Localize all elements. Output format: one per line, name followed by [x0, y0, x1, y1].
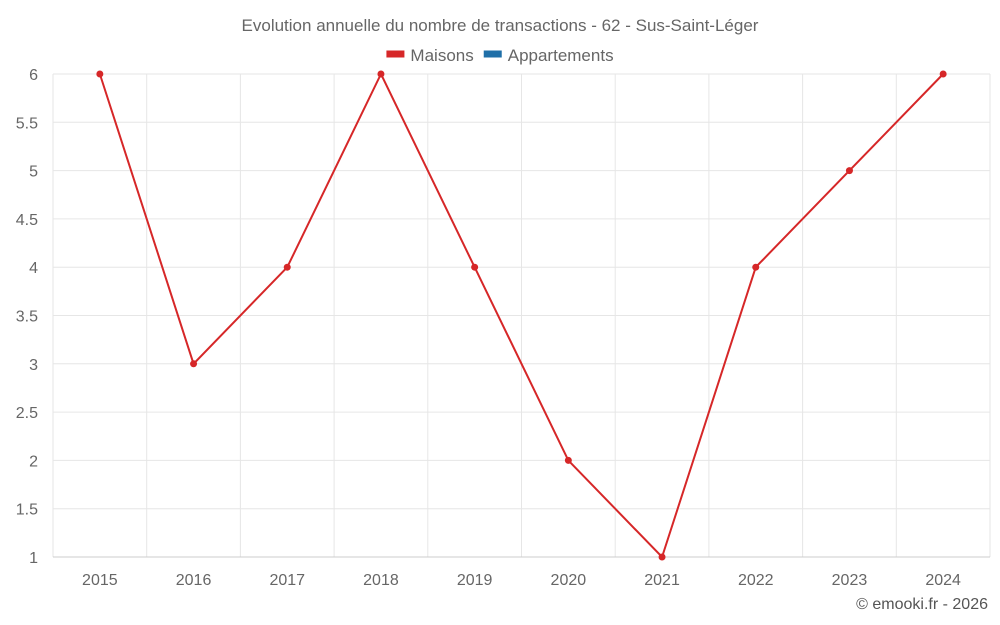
data-point[interactable]: [471, 263, 479, 271]
x-tick-label: 2019: [457, 572, 493, 589]
y-tick-label: 6: [29, 67, 38, 84]
x-tick-label: 2017: [269, 572, 305, 589]
legend: Maisons Appartements: [386, 46, 614, 65]
data-point[interactable]: [939, 70, 947, 78]
y-tick-label: 5.5: [16, 115, 38, 132]
data-point[interactable]: [752, 263, 760, 271]
x-axis: 2015 2016 2017 2018 2019 2020 2021 2022 2023 2024: [53, 556, 990, 589]
y-tick-label: 2: [29, 453, 38, 470]
y-tick-label: 2.5: [16, 405, 38, 422]
data-point[interactable]: [283, 263, 291, 271]
y-tick-label: 5: [29, 164, 38, 181]
data-point[interactable]: [377, 70, 385, 78]
legend-label: Maisons: [410, 46, 473, 65]
data-point[interactable]: [564, 456, 572, 464]
data-point[interactable]: [658, 553, 666, 561]
y-tick-label: 3.5: [16, 309, 38, 326]
legend-swatch: [386, 50, 405, 58]
x-tick-label: 2016: [176, 572, 212, 589]
x-tick-label: 2021: [644, 572, 680, 589]
y-tick-label: 1: [29, 550, 38, 567]
x-tick-label: 2015: [82, 572, 118, 589]
x-tick-label: 2024: [925, 572, 961, 589]
grid: [52, 73, 991, 557]
y-tick-label: 1.5: [16, 502, 38, 519]
y-tick-label: 3: [29, 357, 38, 374]
x-tick-label: 2018: [363, 572, 399, 589]
legend-item-appartements[interactable]: Appartements: [483, 46, 614, 65]
legend-label: Appartements: [508, 46, 614, 65]
y-tick-label: 4: [29, 260, 38, 277]
data-point[interactable]: [190, 360, 198, 368]
legend-swatch: [483, 50, 502, 58]
series-line-maisons: [98, 71, 944, 559]
credit-text: © emooki.fr - 2026: [856, 596, 988, 613]
x-tick-label: 2020: [551, 572, 587, 589]
y-tick-label: 4.5: [16, 212, 38, 229]
data-point[interactable]: [845, 167, 853, 175]
y-axis: 1 1.5 2 2.5 3 3.5 4 4.5 5 5.5 6: [16, 67, 38, 567]
chart-title: Evolution annuelle du nombre de transact…: [242, 16, 759, 35]
legend-item-maisons[interactable]: Maisons: [386, 46, 474, 65]
x-tick-label: 2022: [738, 572, 774, 589]
data-point[interactable]: [96, 70, 104, 78]
series-group: [96, 70, 947, 561]
x-tick-label: 2023: [832, 572, 868, 589]
